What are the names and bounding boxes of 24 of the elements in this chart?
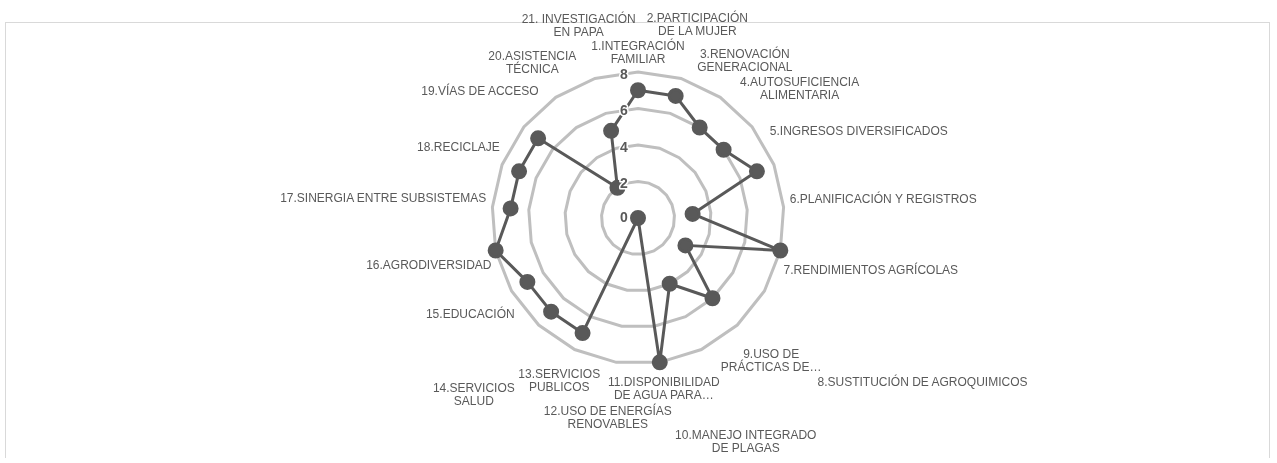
spoke-label: 4.AUTOSUFICIENCIA ALIMENTARIA [740,74,860,102]
spoke-label: 7.RENDIMIENTOS AGRÍCOLAS [783,262,959,278]
spoke-label: 19.VÍAS DE ACCESO [421,83,539,99]
spoke-label: 13.SERVICIOS PUBLICOS [518,367,601,395]
spoke-label: 1.INTEGRACIÓN FAMILIAR [591,37,685,66]
spoke-label: 3.RENOVACIÓN GENERACIONAL [697,46,793,75]
spoke-label: 6.PLANIFICACIÓN Y REGISTROS [789,190,977,206]
spoke-label: 9.USO DE PRÁCTICAS DE… [720,347,822,375]
spoke-label: 14.SERVICIOS SALUD [432,380,515,408]
spoke-label: 11.DISPONIBILIDAD DE AGUA PARA… [607,375,721,403]
spoke-label: 17.SINERGIA ENTRE SUBSISTEMAS [280,191,487,206]
spoke-label: 18.RECICLAJE [417,139,500,154]
spoke-label: 2.PARTICIPACIÓN DE LA MUJER [646,10,749,39]
spoke-label: 21. INVESTIGACIÓN EN PAPA [521,10,636,39]
spoke-label: 10.MANEJO INTEGRADO DE PLAGAS [675,427,817,455]
y-tick-label: 4 [620,138,629,155]
spoke-label: 16.AGRODIVERSIDAD [366,258,492,273]
spoke-label: 5.INGRESOS DIVERSIFICADOS [769,123,948,138]
spoke-label: 20.ASISTENCIA TÉCNICA [488,48,577,76]
y-tick-label: 8 [620,65,629,82]
spoke-label: 12.USO DE ENERGÍAS RENOVABLES [543,402,672,431]
spoke-label: 8.SUSTITUCIÓN DE AGROQUIMICOS [817,373,1028,389]
y-tick-label: 0 [620,208,629,225]
spoke-label: 15.EDUCACIÓN [425,306,515,322]
